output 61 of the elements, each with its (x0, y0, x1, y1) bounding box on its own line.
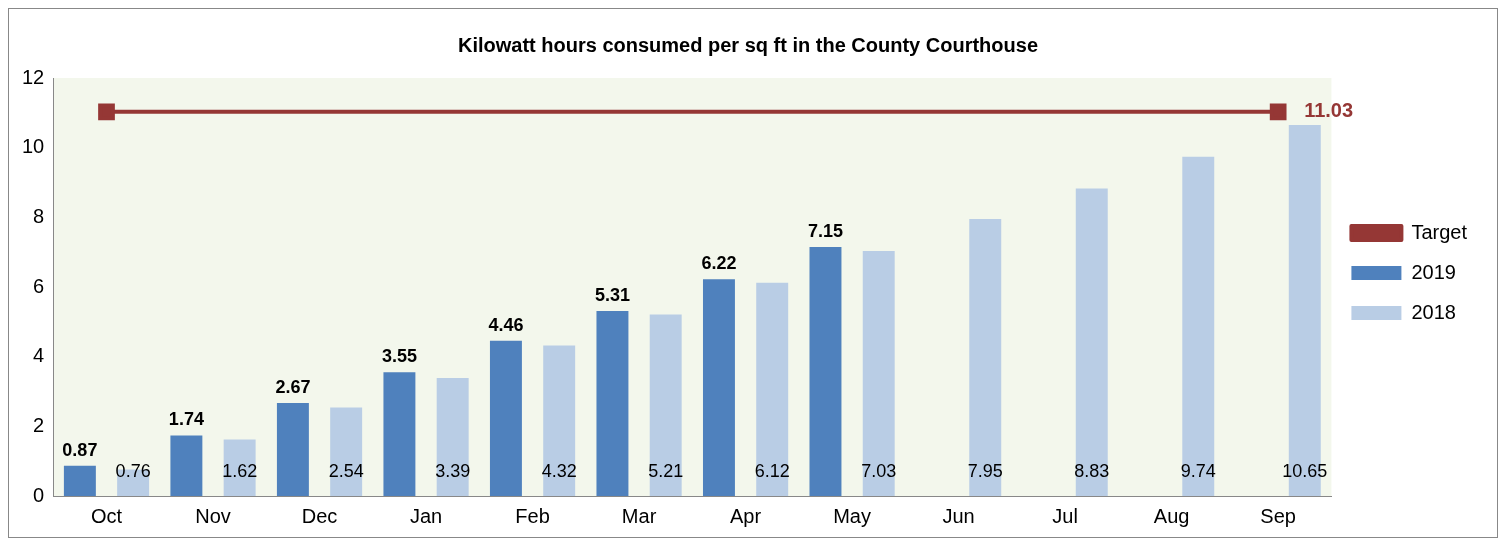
data-label: 0.87 (62, 439, 98, 460)
data-label: 5.31 (594, 285, 630, 305)
data-label: 2.67 (275, 376, 311, 397)
data-label: 3.55 (381, 346, 417, 367)
data-label: 7.15 (807, 220, 843, 241)
data-label: 6.22 (701, 253, 737, 274)
chart-title: Kilowatt hours consumed per sq ft in the County Courthouse (457, 33, 1039, 56)
x-tick-label: Nov (195, 504, 231, 527)
data-label: 7.03 (861, 460, 897, 481)
data-label: 1.74 (168, 409, 204, 430)
data-label: 7.95 (967, 460, 1003, 481)
data-label: 6.12 (754, 460, 790, 481)
x-tick-label: Mar (621, 504, 657, 527)
bar (702, 279, 735, 496)
data-label: 2.54 (328, 460, 364, 481)
y-tick-label: 8 (33, 204, 45, 227)
data-label: 1.62 (222, 460, 258, 481)
bar (383, 372, 416, 496)
data-label: 4.46 (488, 314, 524, 335)
y-tick-label: 0 (33, 483, 45, 506)
data-label: 11.03 (1304, 99, 1354, 122)
x-tick-label: Apr (730, 504, 762, 527)
bar (862, 251, 895, 496)
y-tick-label: 10 (22, 135, 45, 158)
bar (969, 219, 1002, 496)
data-label: 5.21 (648, 460, 684, 481)
bar (596, 311, 629, 496)
bar (1075, 188, 1108, 496)
data-label: 10.65 (1282, 460, 1328, 481)
bar (809, 246, 842, 496)
y-tick-label: 4 (33, 344, 45, 367)
data-label: 4.32 (541, 460, 577, 481)
bar (1182, 156, 1215, 496)
bar (63, 465, 96, 496)
y-tick-label: 2 (33, 413, 45, 436)
x-tick-label: Feb (515, 504, 550, 527)
data-label: 8.83 (1074, 460, 1110, 481)
x-tick-label: Dec (301, 504, 338, 527)
y-tick-label: 12 (22, 65, 45, 88)
y-tick-label: 6 (33, 274, 45, 297)
data-label: 0.76 (115, 460, 151, 481)
bar (543, 345, 576, 496)
x-tick-label: Jun (942, 504, 975, 527)
legend-label: Target (1411, 220, 1468, 243)
bar (436, 377, 469, 496)
bar (170, 435, 203, 496)
bar (649, 314, 682, 496)
x-tick-label: Jul (1052, 504, 1078, 527)
x-tick-label: Jan (409, 504, 443, 527)
x-tick-label: Aug (1153, 504, 1190, 527)
data-label: 9.74 (1180, 460, 1216, 481)
x-tick-label: May (833, 504, 871, 527)
bar (489, 340, 522, 496)
data-label: 3.39 (435, 460, 471, 481)
bar (330, 407, 363, 496)
legend-label: 2018 (1411, 300, 1456, 323)
bar (756, 282, 789, 496)
x-tick-label: Oct (90, 504, 123, 527)
x-tick-label: Sep (1260, 504, 1296, 527)
legend-label: 2019 (1411, 260, 1456, 283)
bar (276, 403, 309, 496)
